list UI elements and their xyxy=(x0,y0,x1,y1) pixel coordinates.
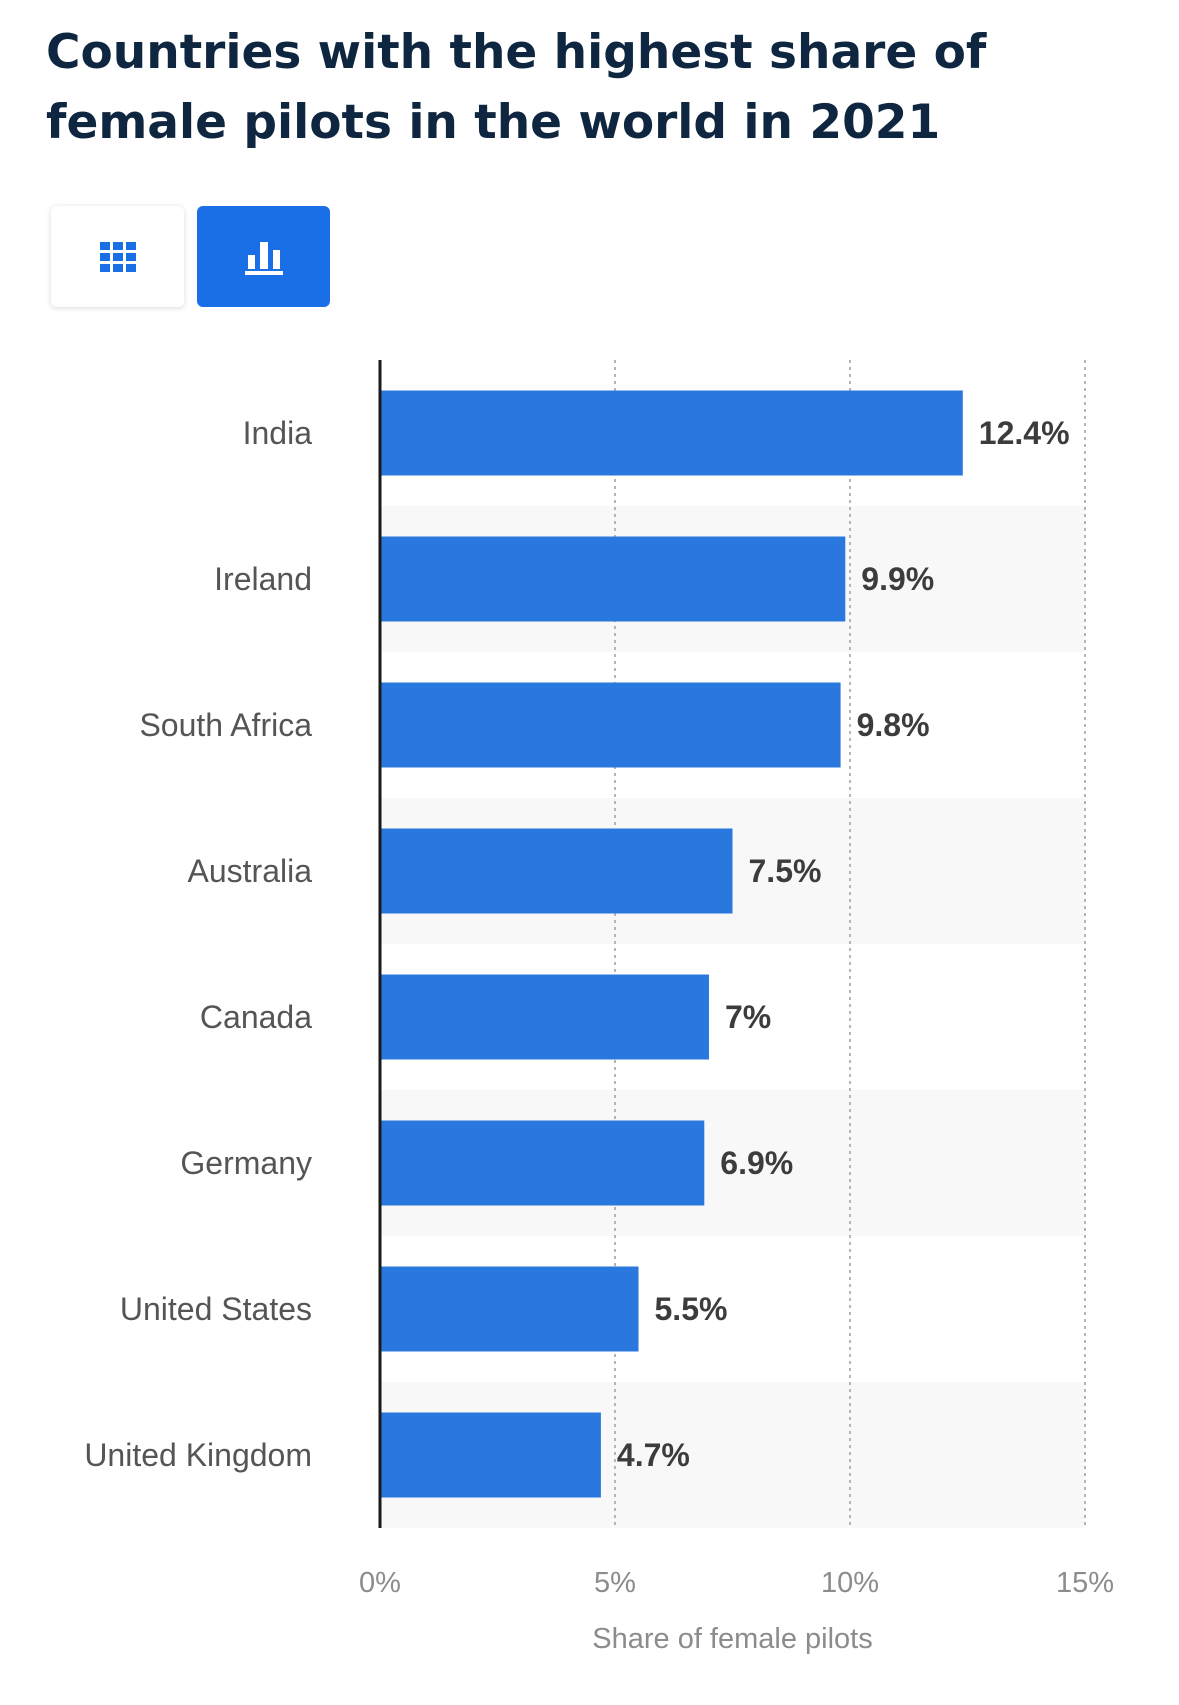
grid-table-icon xyxy=(99,241,136,272)
data-label: 6.9% xyxy=(720,1145,793,1181)
category-label: United States xyxy=(120,1291,312,1327)
x-tick-label: 0% xyxy=(359,1567,401,1599)
category-label: United Kingdom xyxy=(84,1437,312,1473)
bar xyxy=(380,536,846,622)
data-label: 12.4% xyxy=(979,415,1070,451)
data-label: 7% xyxy=(725,999,771,1035)
x-axis-title: Share of female pilots xyxy=(592,1623,872,1655)
chart-title: Countries with the highest share of fema… xyxy=(46,25,987,150)
category-label: Germany xyxy=(180,1145,312,1181)
category-label: South Africa xyxy=(139,707,312,743)
bar xyxy=(380,390,963,476)
table-view-button[interactable] xyxy=(51,206,184,307)
x-tick-label: 15% xyxy=(1056,1567,1114,1599)
x-tick-label: 5% xyxy=(594,1567,636,1599)
data-label: 4.7% xyxy=(617,1437,690,1473)
bar-chart-icon xyxy=(244,241,283,275)
chart-view-button[interactable] xyxy=(197,206,330,307)
data-label: 9.8% xyxy=(857,707,930,743)
data-label: 7.5% xyxy=(749,853,822,889)
data-label: 9.9% xyxy=(861,561,934,597)
x-tick-label: 10% xyxy=(821,1567,879,1599)
bar xyxy=(380,974,709,1060)
bar xyxy=(380,1412,601,1498)
bar xyxy=(380,828,733,914)
bar xyxy=(380,682,841,768)
category-label: Australia xyxy=(188,853,313,889)
category-label: India xyxy=(243,415,313,451)
category-label: Ireland xyxy=(214,561,312,597)
bar xyxy=(380,1266,639,1352)
data-label: 5.5% xyxy=(655,1291,728,1327)
bar xyxy=(380,1120,705,1206)
category-label: Canada xyxy=(200,999,312,1035)
